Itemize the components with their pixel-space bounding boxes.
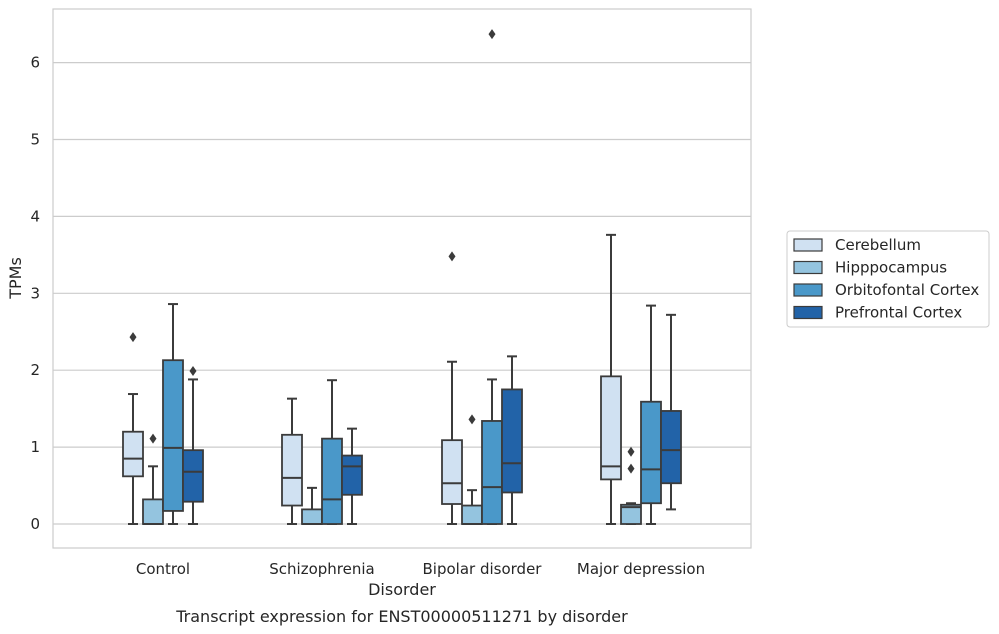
y-tick-label: 3 [30,284,40,302]
y-axis-ticks: 0 1 2 3 4 5 6 [30,54,40,533]
box [600,233,622,525]
outlier-point [627,446,635,457]
box [122,332,144,525]
box-body [481,420,503,525]
x-tick-label: Schizophrenia [269,560,374,578]
box-body [321,437,343,525]
box-body [162,359,184,512]
legend-label: Cerebellum [835,236,921,254]
outlier-point [448,251,456,262]
outlier-point [129,332,137,343]
legend-label: Prefrontal Cortex [835,304,962,322]
box [640,304,662,525]
y-tick-label: 4 [30,207,40,225]
legend-label: Hipppocampus [835,259,947,277]
y-tick-label: 0 [30,515,40,533]
outlier-point [149,433,157,444]
x-tick-label: Control [136,560,190,578]
box-plot-series [122,29,682,525]
y-tick-label: 5 [30,131,40,149]
box-body [600,375,622,481]
box [321,379,343,525]
y-tick-label: 1 [30,438,40,456]
box-body [182,449,204,503]
outlier-point [189,365,197,376]
chart-caption: Transcript expression for ENST0000051127… [175,607,628,626]
legend-swatch [793,305,823,320]
x-tick-label: Bipolar disorder [423,560,543,578]
box [461,414,483,525]
box [142,433,164,525]
box [481,29,503,525]
box-body [301,508,323,525]
box-body [341,454,363,496]
legend-label: Orbitofontal Cortex [835,281,979,299]
box-body [461,504,483,525]
box-body [660,410,682,485]
box-body [142,498,164,525]
box [182,365,204,525]
legend-swatch [793,238,823,252]
box-body [122,430,144,478]
box [660,313,682,511]
legend: Cerebellum Hipppocampus Orbitofontal Corte… [786,230,990,328]
legend-swatch [793,260,823,275]
legend-frame [786,230,990,328]
legend-swatch [793,283,823,297]
x-axis-title: Disorder [368,580,436,599]
series-cerebellum [122,233,622,525]
plot-area-frame [52,8,752,549]
box [501,355,523,525]
box-body [501,388,523,494]
outlier-point [627,463,635,474]
x-tick-label: Major depression [577,560,705,578]
box-body [620,503,642,525]
box [620,446,642,525]
box-body [281,433,303,507]
box [341,427,363,525]
x-axis-ticks: Control Schizophrenia Bipolar disorder Majo… [136,560,705,578]
y-axis-title: TPMs [6,257,25,300]
box [441,251,463,525]
y-tick-label: 6 [30,54,40,72]
outlier-point [468,414,476,425]
box-body [441,439,463,505]
series-hipppocampus [142,414,642,525]
series-prefrontal-cortex [182,313,682,525]
y-tick-label: 2 [30,361,40,379]
box [301,486,323,525]
outlier-point [488,29,496,40]
box [162,303,184,525]
box-body [640,400,662,505]
series-orbitofontal-cortex [162,29,662,525]
box [281,397,303,525]
